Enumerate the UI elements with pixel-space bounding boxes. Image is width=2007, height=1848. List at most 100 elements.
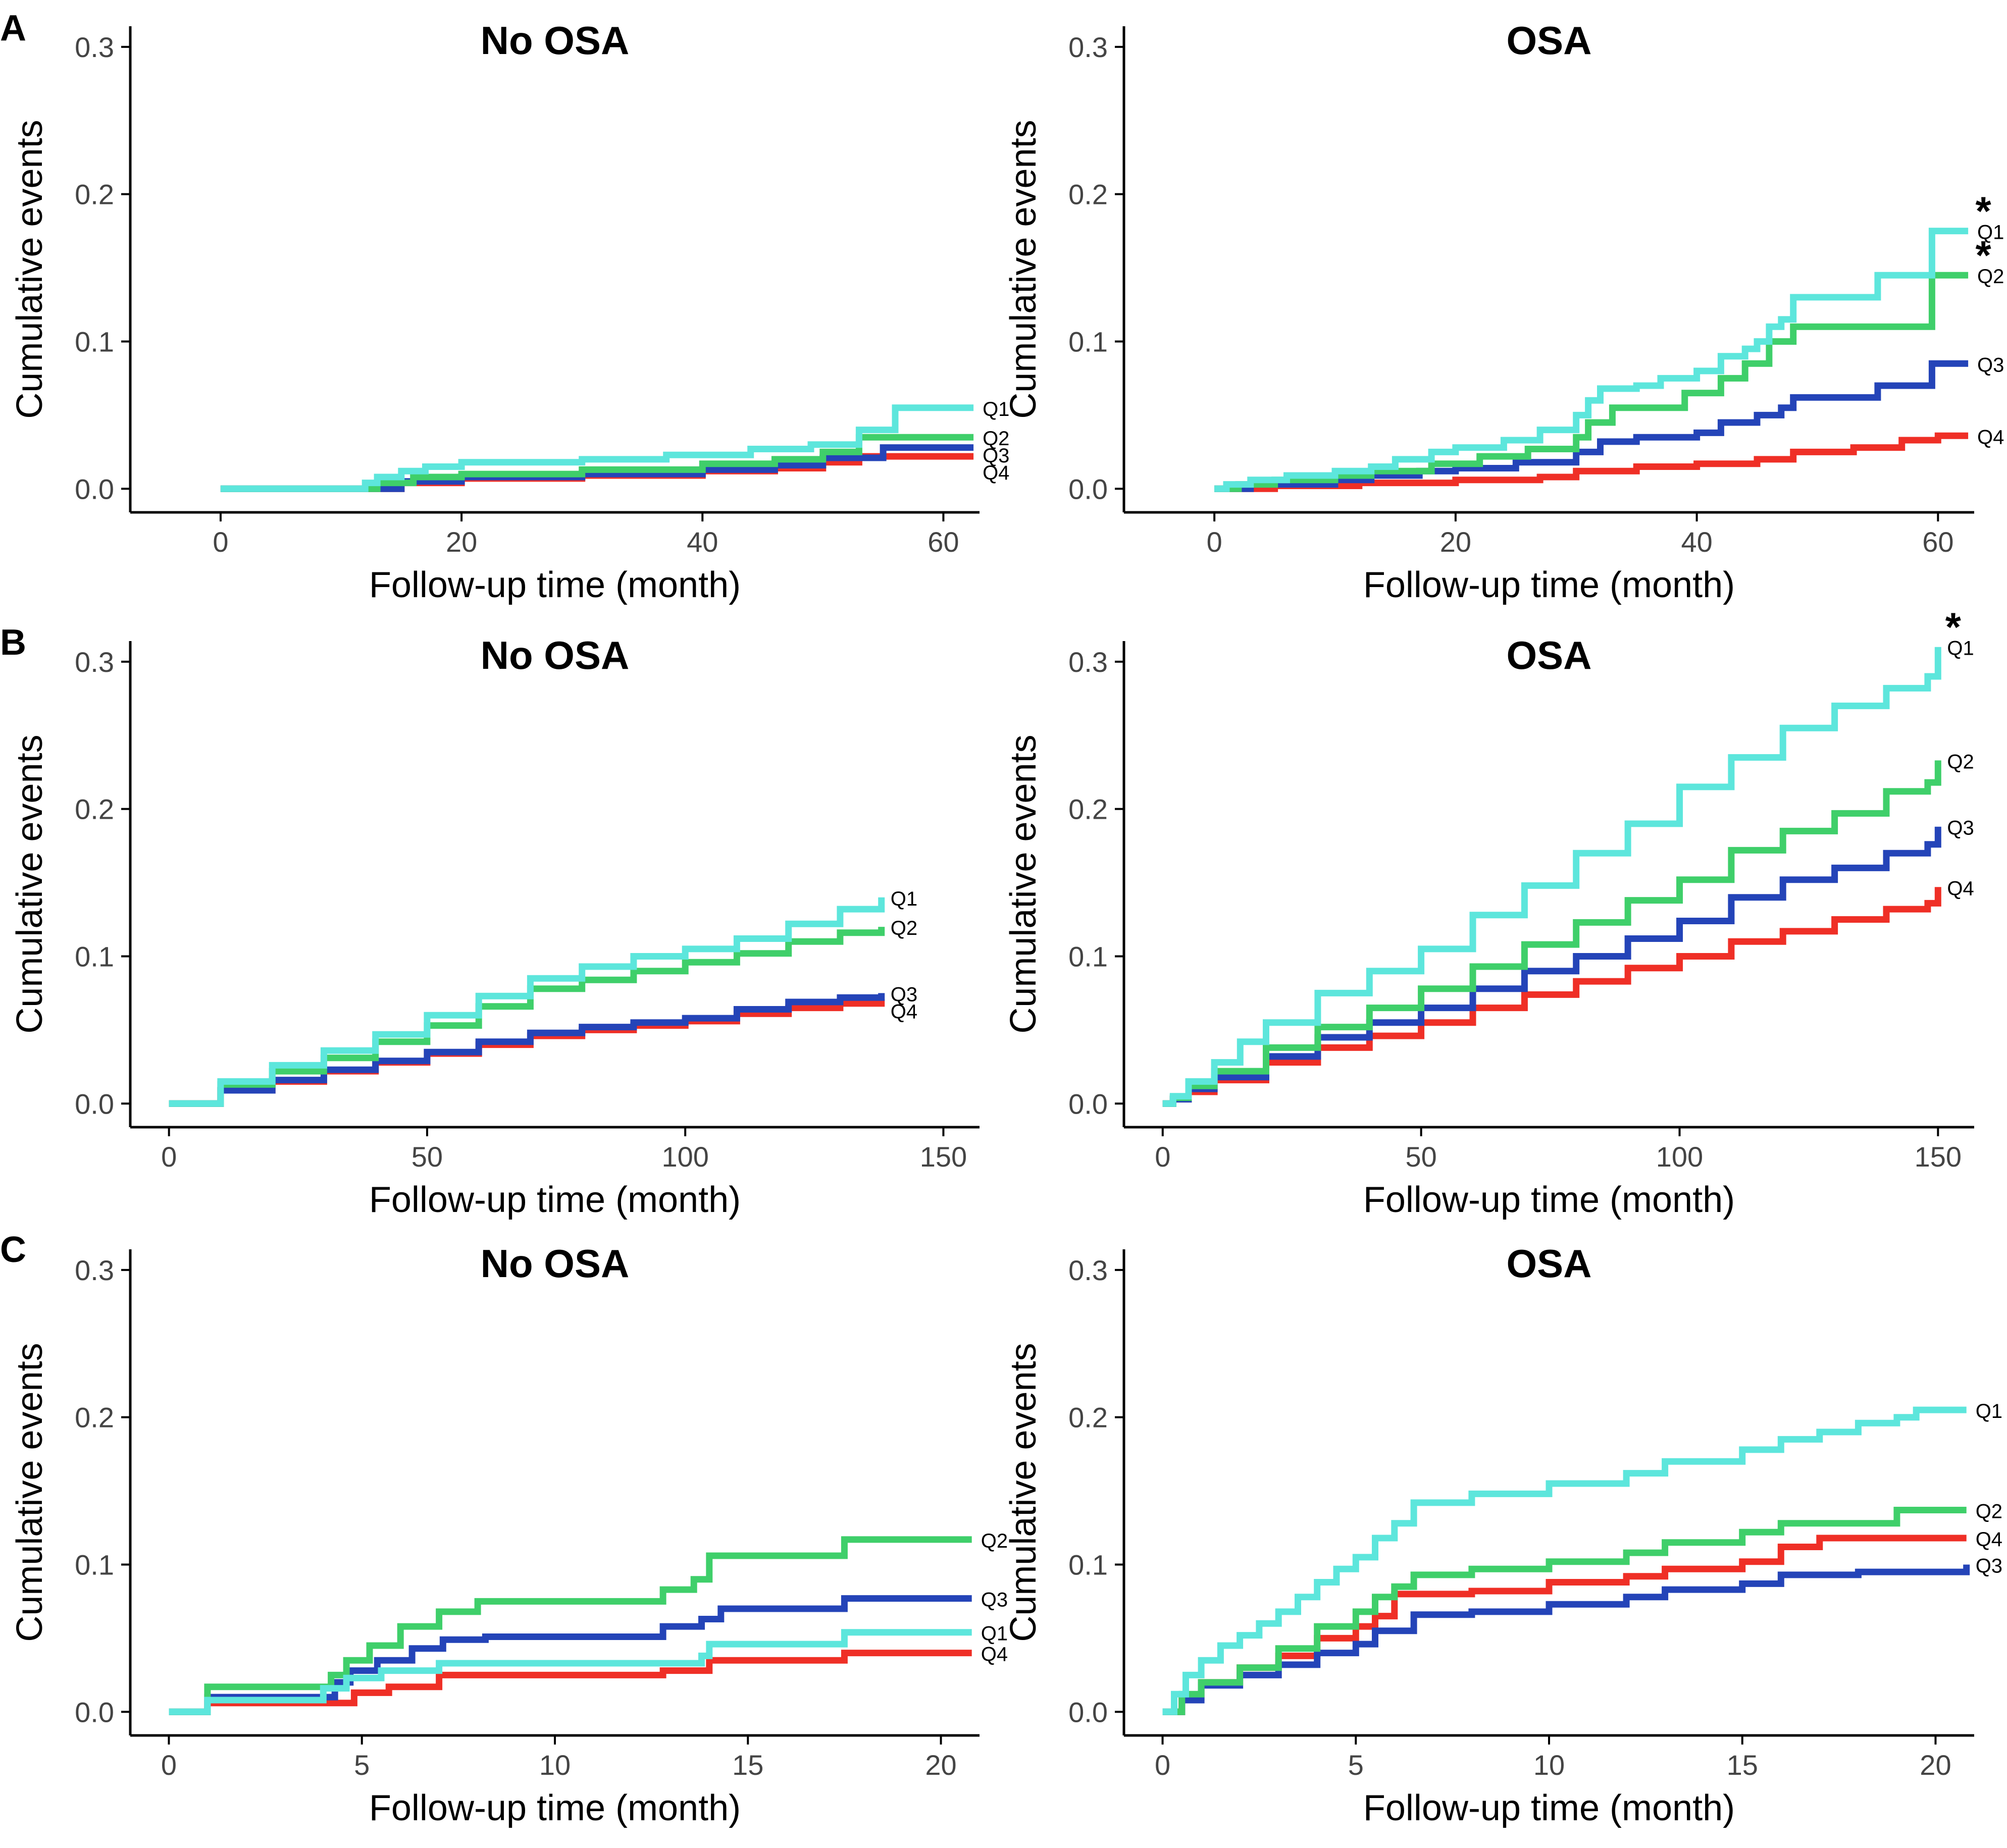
significance-asterisk: *: [1975, 233, 1991, 278]
y-tick-label: 0.0: [75, 473, 114, 505]
x-tick-label: 20: [1440, 526, 1471, 558]
y-tick-label: 0.0: [1068, 473, 1108, 505]
y-tick-label: 0.1: [75, 326, 114, 357]
series-end-label-q2: Q2: [1977, 266, 2004, 288]
x-axis-label: Follow-up time (month): [1363, 1788, 1735, 1828]
y-tick-label: 0.1: [1068, 1549, 1108, 1580]
y-tick-label: 0.1: [1068, 940, 1108, 972]
x-tick-label: 60: [928, 526, 959, 558]
x-tick-label: 150: [920, 1141, 967, 1173]
series-line-q1: [1214, 228, 1969, 492]
series-line-q4: [1214, 432, 1969, 492]
panel-label-c: C: [0, 1230, 26, 1270]
y-tick-label: 0.3: [1068, 1254, 1108, 1286]
series-end-label-q3: Q3: [981, 1589, 1008, 1611]
chart-a-right: 0.0 0.1 0.2 0.3 0 20 40 60 OSA Follow-up time (mo…: [1003, 18, 2004, 605]
series-end-label-q1: Q1: [1976, 1400, 2002, 1422]
chart-b-right: 0.0 0.1 0.2 0.3 0 50 100 150 OSA Follow-up time (…: [1003, 605, 1974, 1220]
series-line-q3: [169, 993, 885, 1107]
x-tick-label: 15: [1727, 1749, 1758, 1781]
x-tick-label: 5: [1348, 1749, 1364, 1781]
series-end-label-q4: Q4: [983, 462, 1009, 484]
x-tick-label: 0: [1155, 1749, 1170, 1781]
panel-label-b: B: [0, 622, 26, 663]
series-end-label-q1: Q1: [983, 398, 1009, 420]
x-tick-label: 10: [539, 1749, 571, 1781]
series-end-label-q1: Q1: [891, 888, 917, 910]
series-line-q2: [1162, 760, 1941, 1107]
x-tick-label: 0: [161, 1749, 177, 1781]
series-end-label-q2: Q2: [1976, 1501, 2002, 1523]
series-line-q1: [1162, 647, 1941, 1107]
series-end-label-q3: Q3: [983, 445, 1009, 467]
chart-c-left: 0.0 0.1 0.2 0.3 0 5 10 15 20 No OSA Follow-up time…: [10, 1241, 1008, 1828]
x-tick-label: 100: [661, 1141, 708, 1173]
y-tick-label: 0.2: [75, 179, 114, 210]
series-end-label-q3: Q3: [1977, 354, 2004, 376]
y-tick-label: 0.2: [1068, 179, 1108, 210]
x-tick-label: 50: [1405, 1141, 1436, 1173]
chart-a-left: 0.0 0.1 0.2 0.3 0 20 40 60 No OSA Follow-up time …: [10, 18, 1009, 605]
x-tick-label: 60: [1922, 526, 1953, 558]
series-end-label-q1: Q1: [1947, 638, 1974, 660]
x-tick-label: 15: [732, 1749, 763, 1781]
y-axis-label: Cumulative events: [10, 734, 50, 1033]
y-tick-label: 0.2: [1068, 1402, 1108, 1434]
series-end-label-q2: Q2: [891, 917, 917, 939]
x-tick-label: 0: [213, 526, 228, 558]
series-end-label-q1: Q1: [1977, 222, 2004, 244]
y-axis-label: Cumulative events: [1003, 734, 1044, 1033]
x-tick-label: 0: [161, 1141, 177, 1173]
y-axis-label: Cumulative events: [10, 120, 50, 418]
x-axis-label: Follow-up time (month): [1363, 565, 1735, 605]
series-end-label-q2: Q2: [983, 428, 1009, 450]
y-axis-label: Cumulative events: [10, 1343, 50, 1642]
series-line-q1: [169, 1629, 972, 1715]
y-tick-label: 0.3: [75, 646, 114, 678]
x-tick-label: 40: [687, 526, 718, 558]
significance-asterisk: *: [1945, 605, 1962, 650]
series-end-label-q4: Q4: [1976, 1528, 2002, 1551]
y-tick-label: 0.0: [75, 1696, 114, 1728]
series-end-label-q1: Q1: [981, 1623, 1008, 1645]
chart-title: OSA: [1506, 18, 1591, 63]
chart-title: OSA: [1506, 1241, 1591, 1286]
y-tick-label: 0.2: [75, 1402, 114, 1434]
chart-title: No OSA: [481, 1241, 630, 1286]
y-tick-label: 0.3: [1068, 646, 1108, 678]
chart-title: No OSA: [481, 18, 630, 63]
series-end-label-q4: Q4: [981, 1644, 1008, 1666]
series-line-q3: [1162, 826, 1941, 1107]
x-axis-label: Follow-up time (month): [369, 1180, 741, 1220]
series-end-label-q4: Q4: [891, 1000, 917, 1023]
chart-title: No OSA: [481, 633, 630, 677]
x-tick-label: 10: [1533, 1749, 1565, 1781]
y-tick-label: 0.0: [75, 1088, 114, 1120]
series-end-label-q4: Q4: [1977, 426, 2004, 448]
series-line-q2: [1162, 1507, 1967, 1715]
x-tick-label: 20: [446, 526, 477, 558]
series-end-label-q3: Q3: [1947, 817, 1974, 839]
y-tick-label: 0.3: [75, 31, 114, 63]
x-axis-label: Follow-up time (month): [369, 1788, 741, 1828]
y-tick-label: 0.0: [1068, 1088, 1108, 1120]
x-tick-label: 20: [1920, 1749, 1951, 1781]
series-end-label-q2: Q2: [981, 1530, 1008, 1552]
chart-b-left: 0.0 0.1 0.2 0.3 0 50 100 150 No OSA Follow-up tim…: [10, 633, 980, 1220]
y-tick-label: 0.1: [75, 940, 114, 972]
chart-c-right: 0.0 0.1 0.2 0.3 0 5 10 15 20 OSA Follow-up time (m…: [1003, 1241, 2002, 1828]
series-line-q1: [169, 897, 885, 1107]
x-axis-label: Follow-up time (month): [369, 565, 741, 605]
series-line-q1: [1162, 1406, 1967, 1715]
y-tick-label: 0.3: [75, 1254, 114, 1286]
series-end-label-q3: Q3: [891, 983, 917, 1006]
x-axis-label: Follow-up time (month): [1363, 1180, 1735, 1220]
x-tick-label: 5: [354, 1749, 370, 1781]
series-end-label-q2: Q2: [1947, 751, 1974, 773]
y-tick-label: 0.1: [1068, 326, 1108, 357]
x-tick-label: 150: [1915, 1141, 1962, 1173]
y-tick-label: 0.2: [1068, 794, 1108, 825]
series-line-q1: [220, 404, 974, 492]
x-tick-label: 0: [1207, 526, 1222, 558]
